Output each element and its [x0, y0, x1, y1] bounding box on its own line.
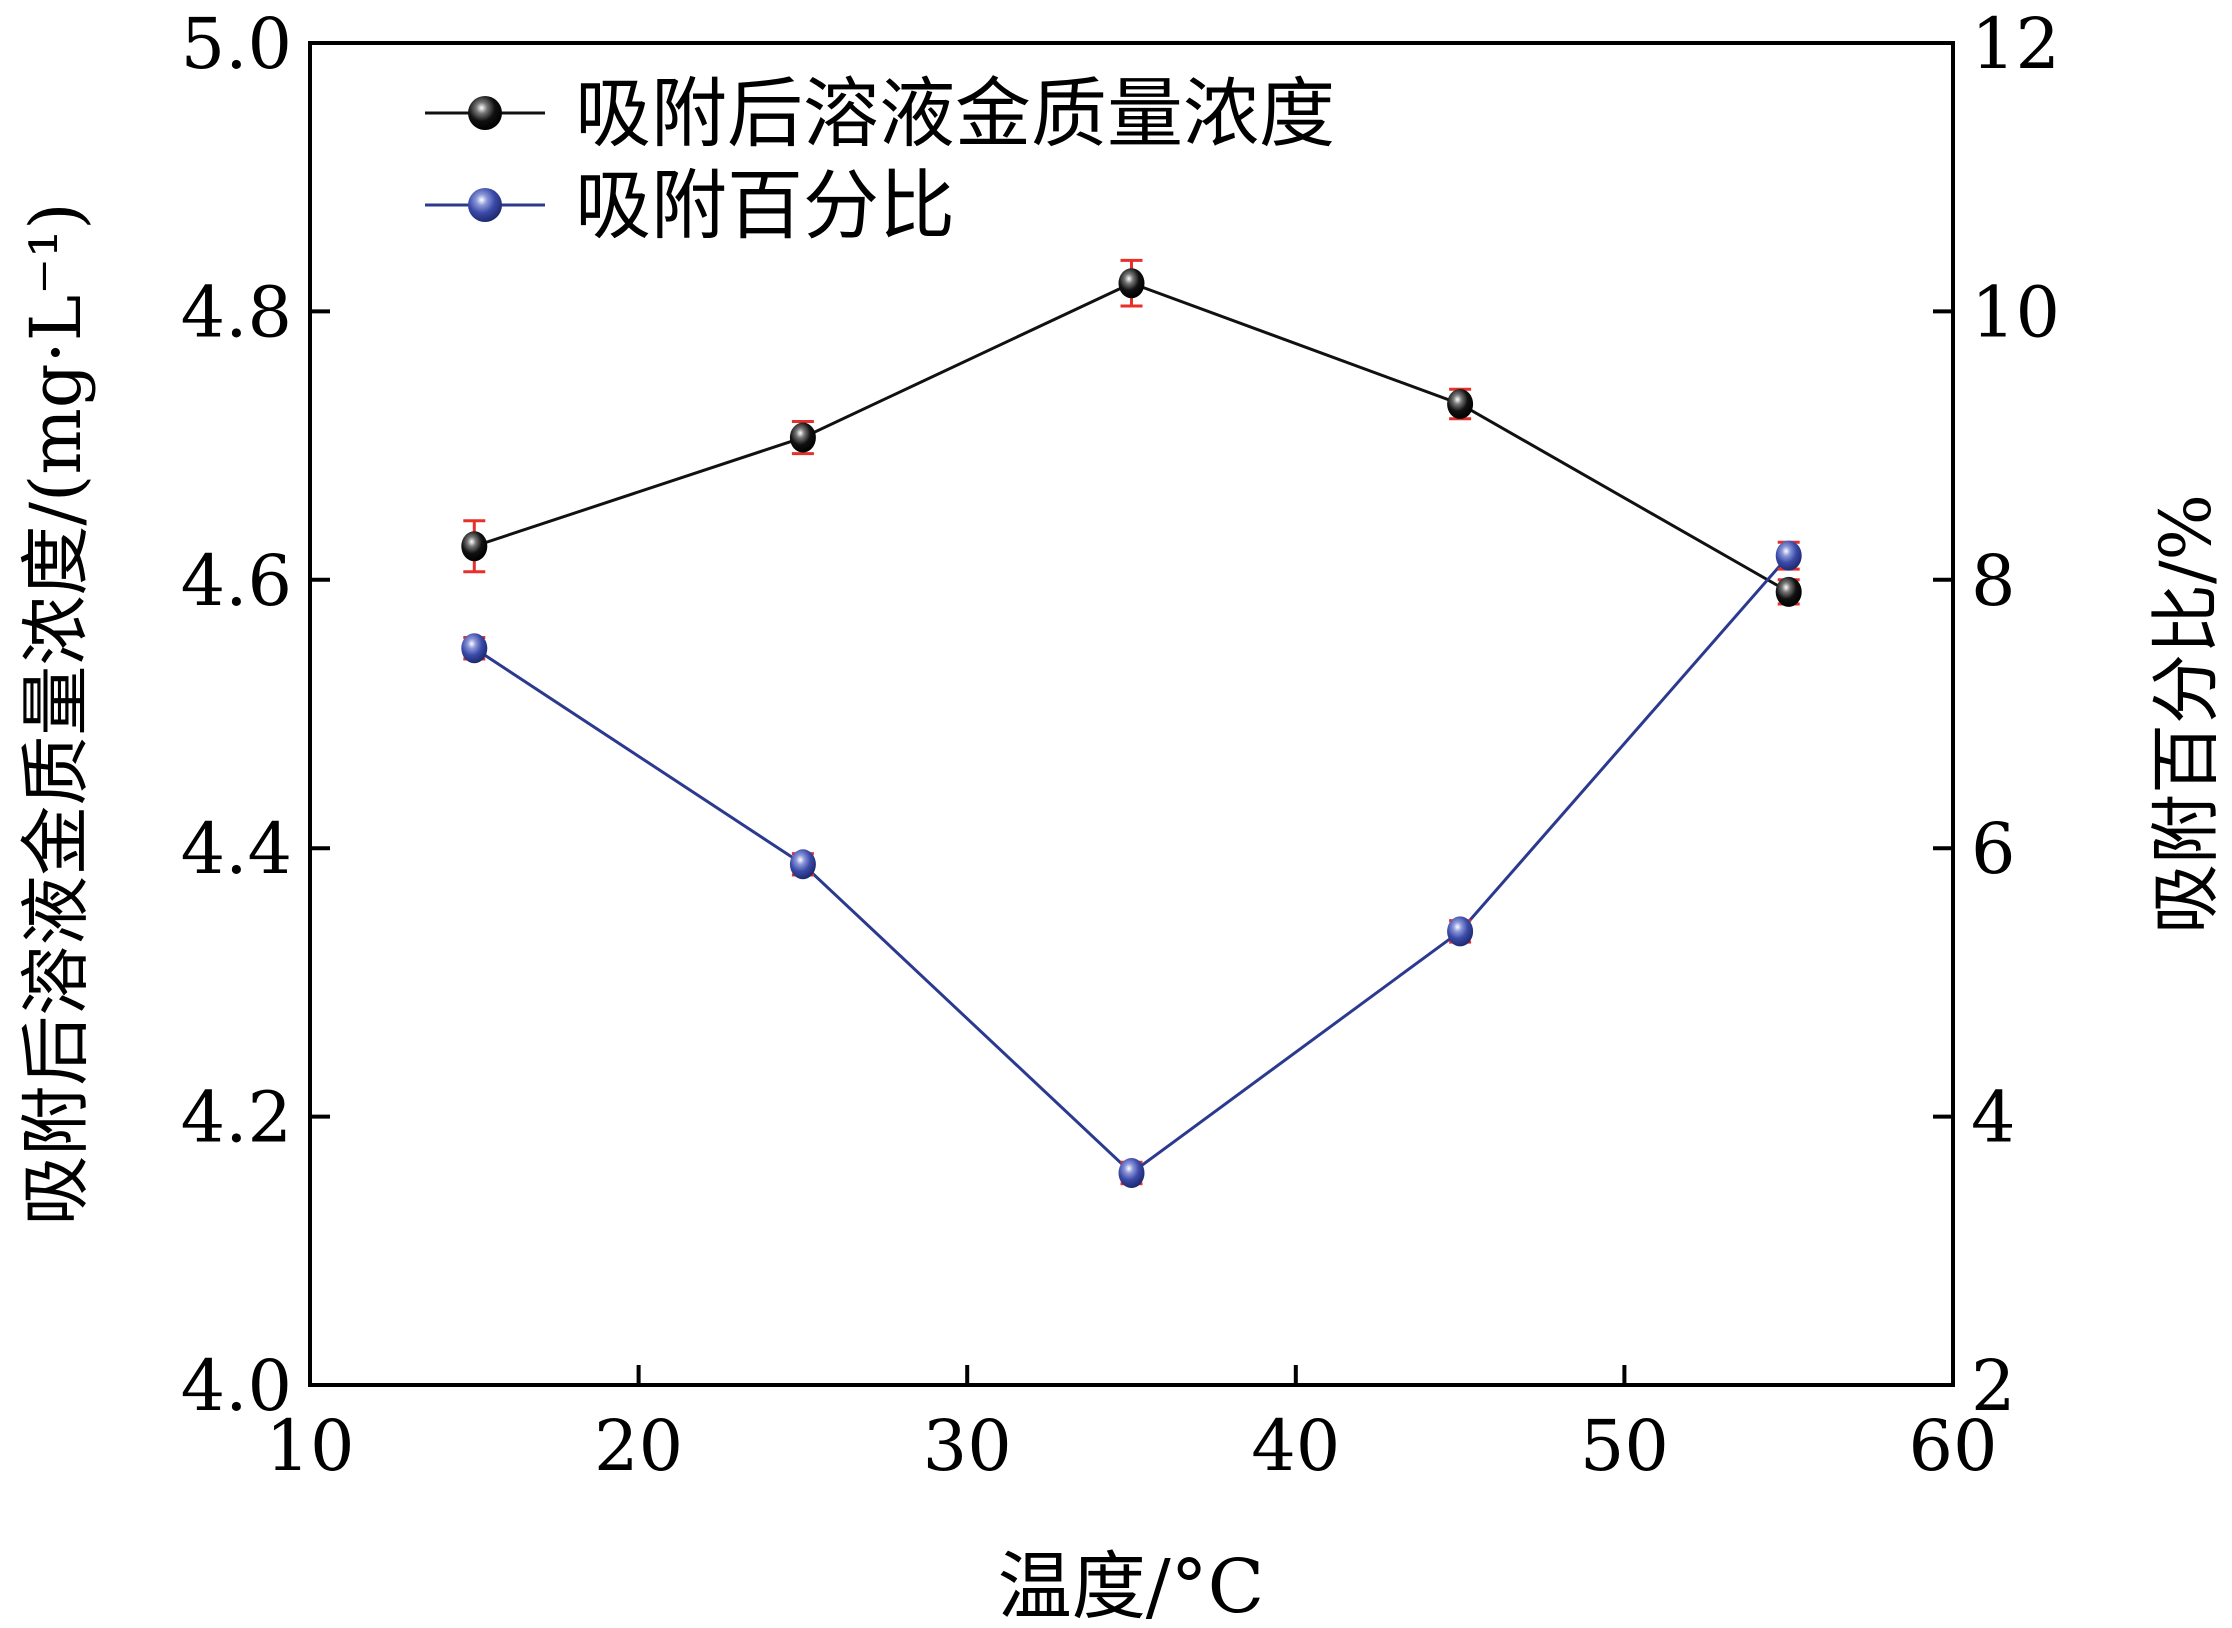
data-point	[461, 633, 488, 664]
y-tick-label-left: 4.2	[181, 1077, 292, 1159]
legend: 吸附后溶液金质量浓度 吸附百分比	[425, 69, 1335, 250]
x-tick-label: 10	[265, 1405, 354, 1487]
y-axis-label-right: 吸附百分比/%	[2145, 494, 2227, 934]
y-tick-label-right: 6	[1971, 808, 2016, 890]
x-tick-label: 60	[1908, 1405, 1997, 1487]
y-axis-label-left: 吸附后溶液金质量浓度/(mg·L⁻¹)	[15, 202, 97, 1225]
x-tick-label: 30	[923, 1405, 1012, 1487]
data-point	[789, 422, 816, 453]
data-point	[789, 849, 816, 880]
series-line-0	[473, 281, 1790, 594]
series-line-1	[473, 554, 1790, 1175]
data-point	[1447, 916, 1474, 947]
y-tick-label-left: 4.4	[181, 808, 292, 890]
data-point	[1118, 1157, 1145, 1188]
y-tick-label-left: 4.0	[181, 1345, 292, 1427]
legend-label-concentration: 吸附后溶液金质量浓度	[575, 69, 1335, 158]
y-tick-label-right: 10	[1971, 271, 2060, 353]
data-point	[1447, 388, 1474, 419]
data-point	[1775, 540, 1802, 571]
x-axis-label: 温度/°C	[998, 1544, 1265, 1628]
x-tick-label: 20	[594, 1405, 683, 1487]
y-tick-label-right: 8	[1971, 540, 2016, 622]
y-tick-label-right: 4	[1971, 1077, 2016, 1159]
data-point	[461, 531, 488, 562]
y-tick-label-right: 2	[1971, 1345, 2016, 1427]
legend-label-percentage: 吸附百分比	[575, 161, 955, 250]
y-tick-label-left: 4.6	[181, 540, 292, 622]
legend-marker-black	[468, 96, 502, 130]
plot-frame	[308, 41, 1955, 1387]
y-tick-label-left: 5.0	[181, 3, 292, 85]
data-point	[1118, 268, 1145, 299]
y-tick-label-right: 12	[1971, 3, 2060, 85]
y-tick-label-left: 4.8	[181, 271, 292, 353]
legend-marker-blue	[468, 188, 502, 222]
x-tick-label: 40	[1251, 1405, 1340, 1487]
x-tick-label: 50	[1580, 1405, 1669, 1487]
data-point	[1775, 576, 1802, 607]
